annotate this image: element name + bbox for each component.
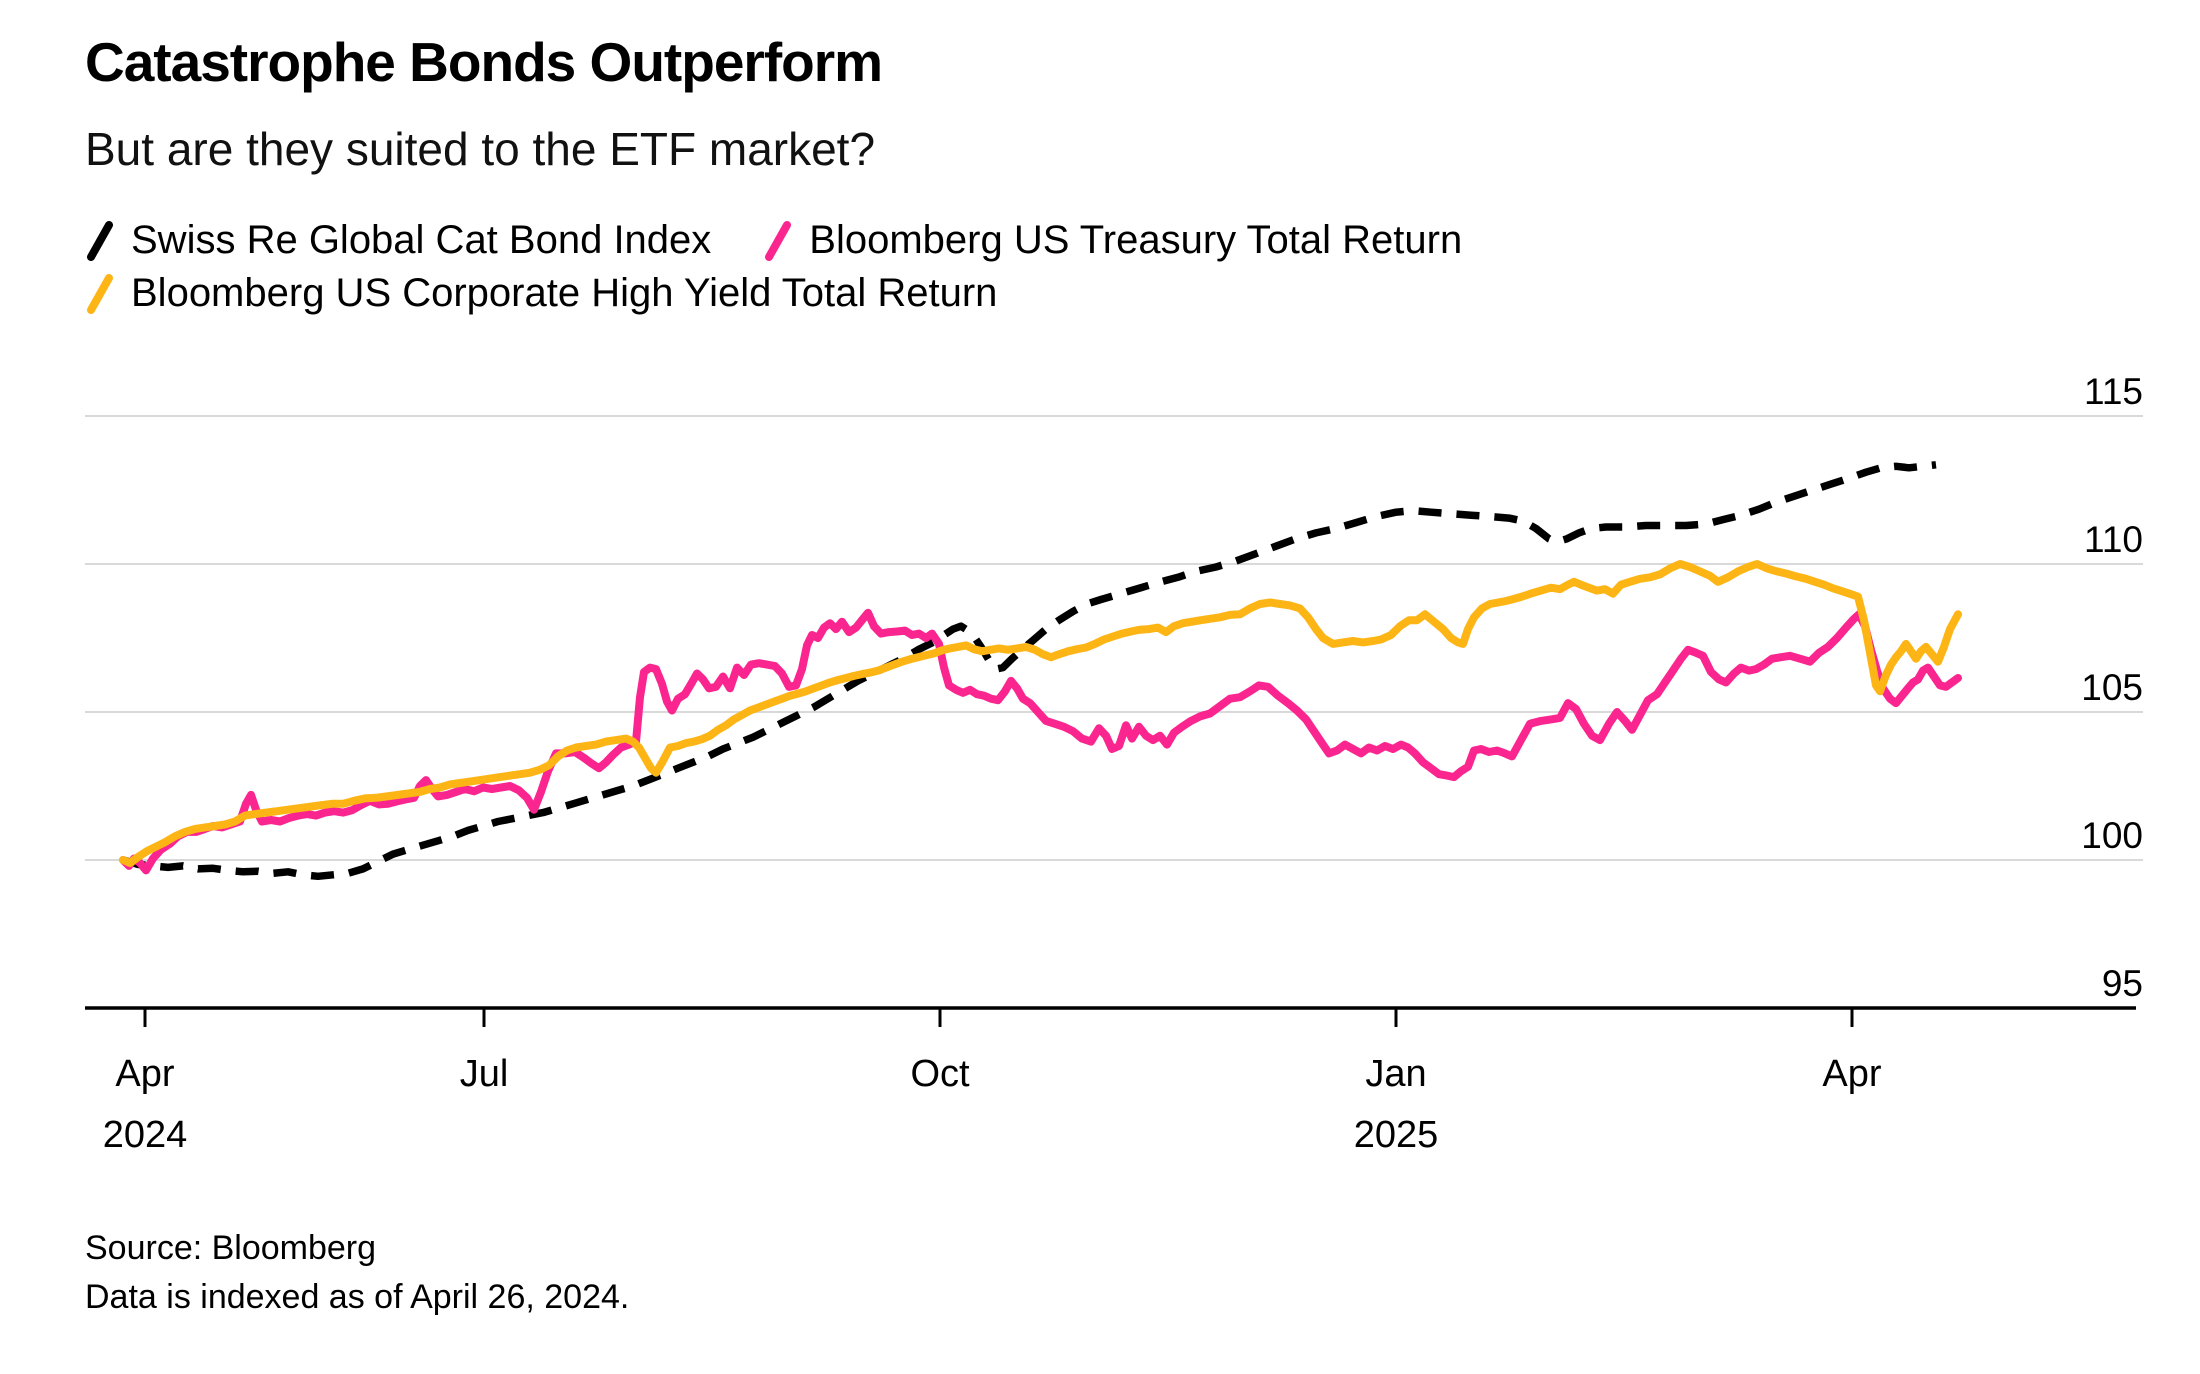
x-tick-label: Jul xyxy=(460,1053,509,1095)
legend-label: Swiss Re Global Cat Bond Index xyxy=(131,218,712,262)
y-tick-label: 110 xyxy=(2084,519,2143,560)
chart-legend: Swiss Re Global Cat Bond Index Bloomberg … xyxy=(85,218,1462,316)
x-tick-label: Jan xyxy=(1365,1053,1426,1095)
legend-item-0: Swiss Re Global Cat Bond Index xyxy=(85,218,711,263)
x-tick-sublabel: 2025 xyxy=(1354,1114,1439,1156)
y-tick-label: 105 xyxy=(2081,667,2143,708)
x-tick-label: Apr xyxy=(115,1053,174,1095)
index-note-line: Data is indexed as of April 26, 2024. xyxy=(85,1277,630,1316)
source-line: Source: Bloomberg xyxy=(85,1229,377,1267)
legend-item-1: Bloomberg US Treasury Total Return xyxy=(763,218,1462,263)
x-tick-label: Apr xyxy=(1822,1053,1881,1095)
legend-slash-icon xyxy=(87,273,113,314)
series-line-1 xyxy=(119,608,1962,875)
series-line-2 xyxy=(119,560,1962,867)
y-tick-label: 95 xyxy=(2102,963,2143,1004)
x-tick-label: Oct xyxy=(910,1053,970,1095)
legend-slash-icon xyxy=(87,220,113,261)
y-tick-label: 115 xyxy=(2084,371,2143,412)
legend-row: Bloomberg US Corporate High Yield Total … xyxy=(85,271,1462,316)
source-note: Source: Bloomberg Data is indexed as of … xyxy=(85,1224,629,1322)
chart-title: Catastrophe Bonds Outperform xyxy=(85,31,883,93)
legend-label: Bloomberg US Corporate High Yield Total … xyxy=(131,271,998,315)
legend-row: Swiss Re Global Cat Bond Index Bloomberg … xyxy=(85,218,1462,263)
x-tick-sublabel: 2024 xyxy=(103,1114,188,1156)
chart-subtitle: But are they suited to the ETF market? xyxy=(85,123,876,175)
legend-slash-icon xyxy=(765,220,792,261)
legend-label: Bloomberg US Treasury Total Return xyxy=(809,218,1463,262)
series-line-0 xyxy=(121,461,1937,881)
legend-item-2: Bloomberg US Corporate High Yield Total … xyxy=(85,271,997,316)
y-tick-label: 100 xyxy=(2081,815,2143,856)
